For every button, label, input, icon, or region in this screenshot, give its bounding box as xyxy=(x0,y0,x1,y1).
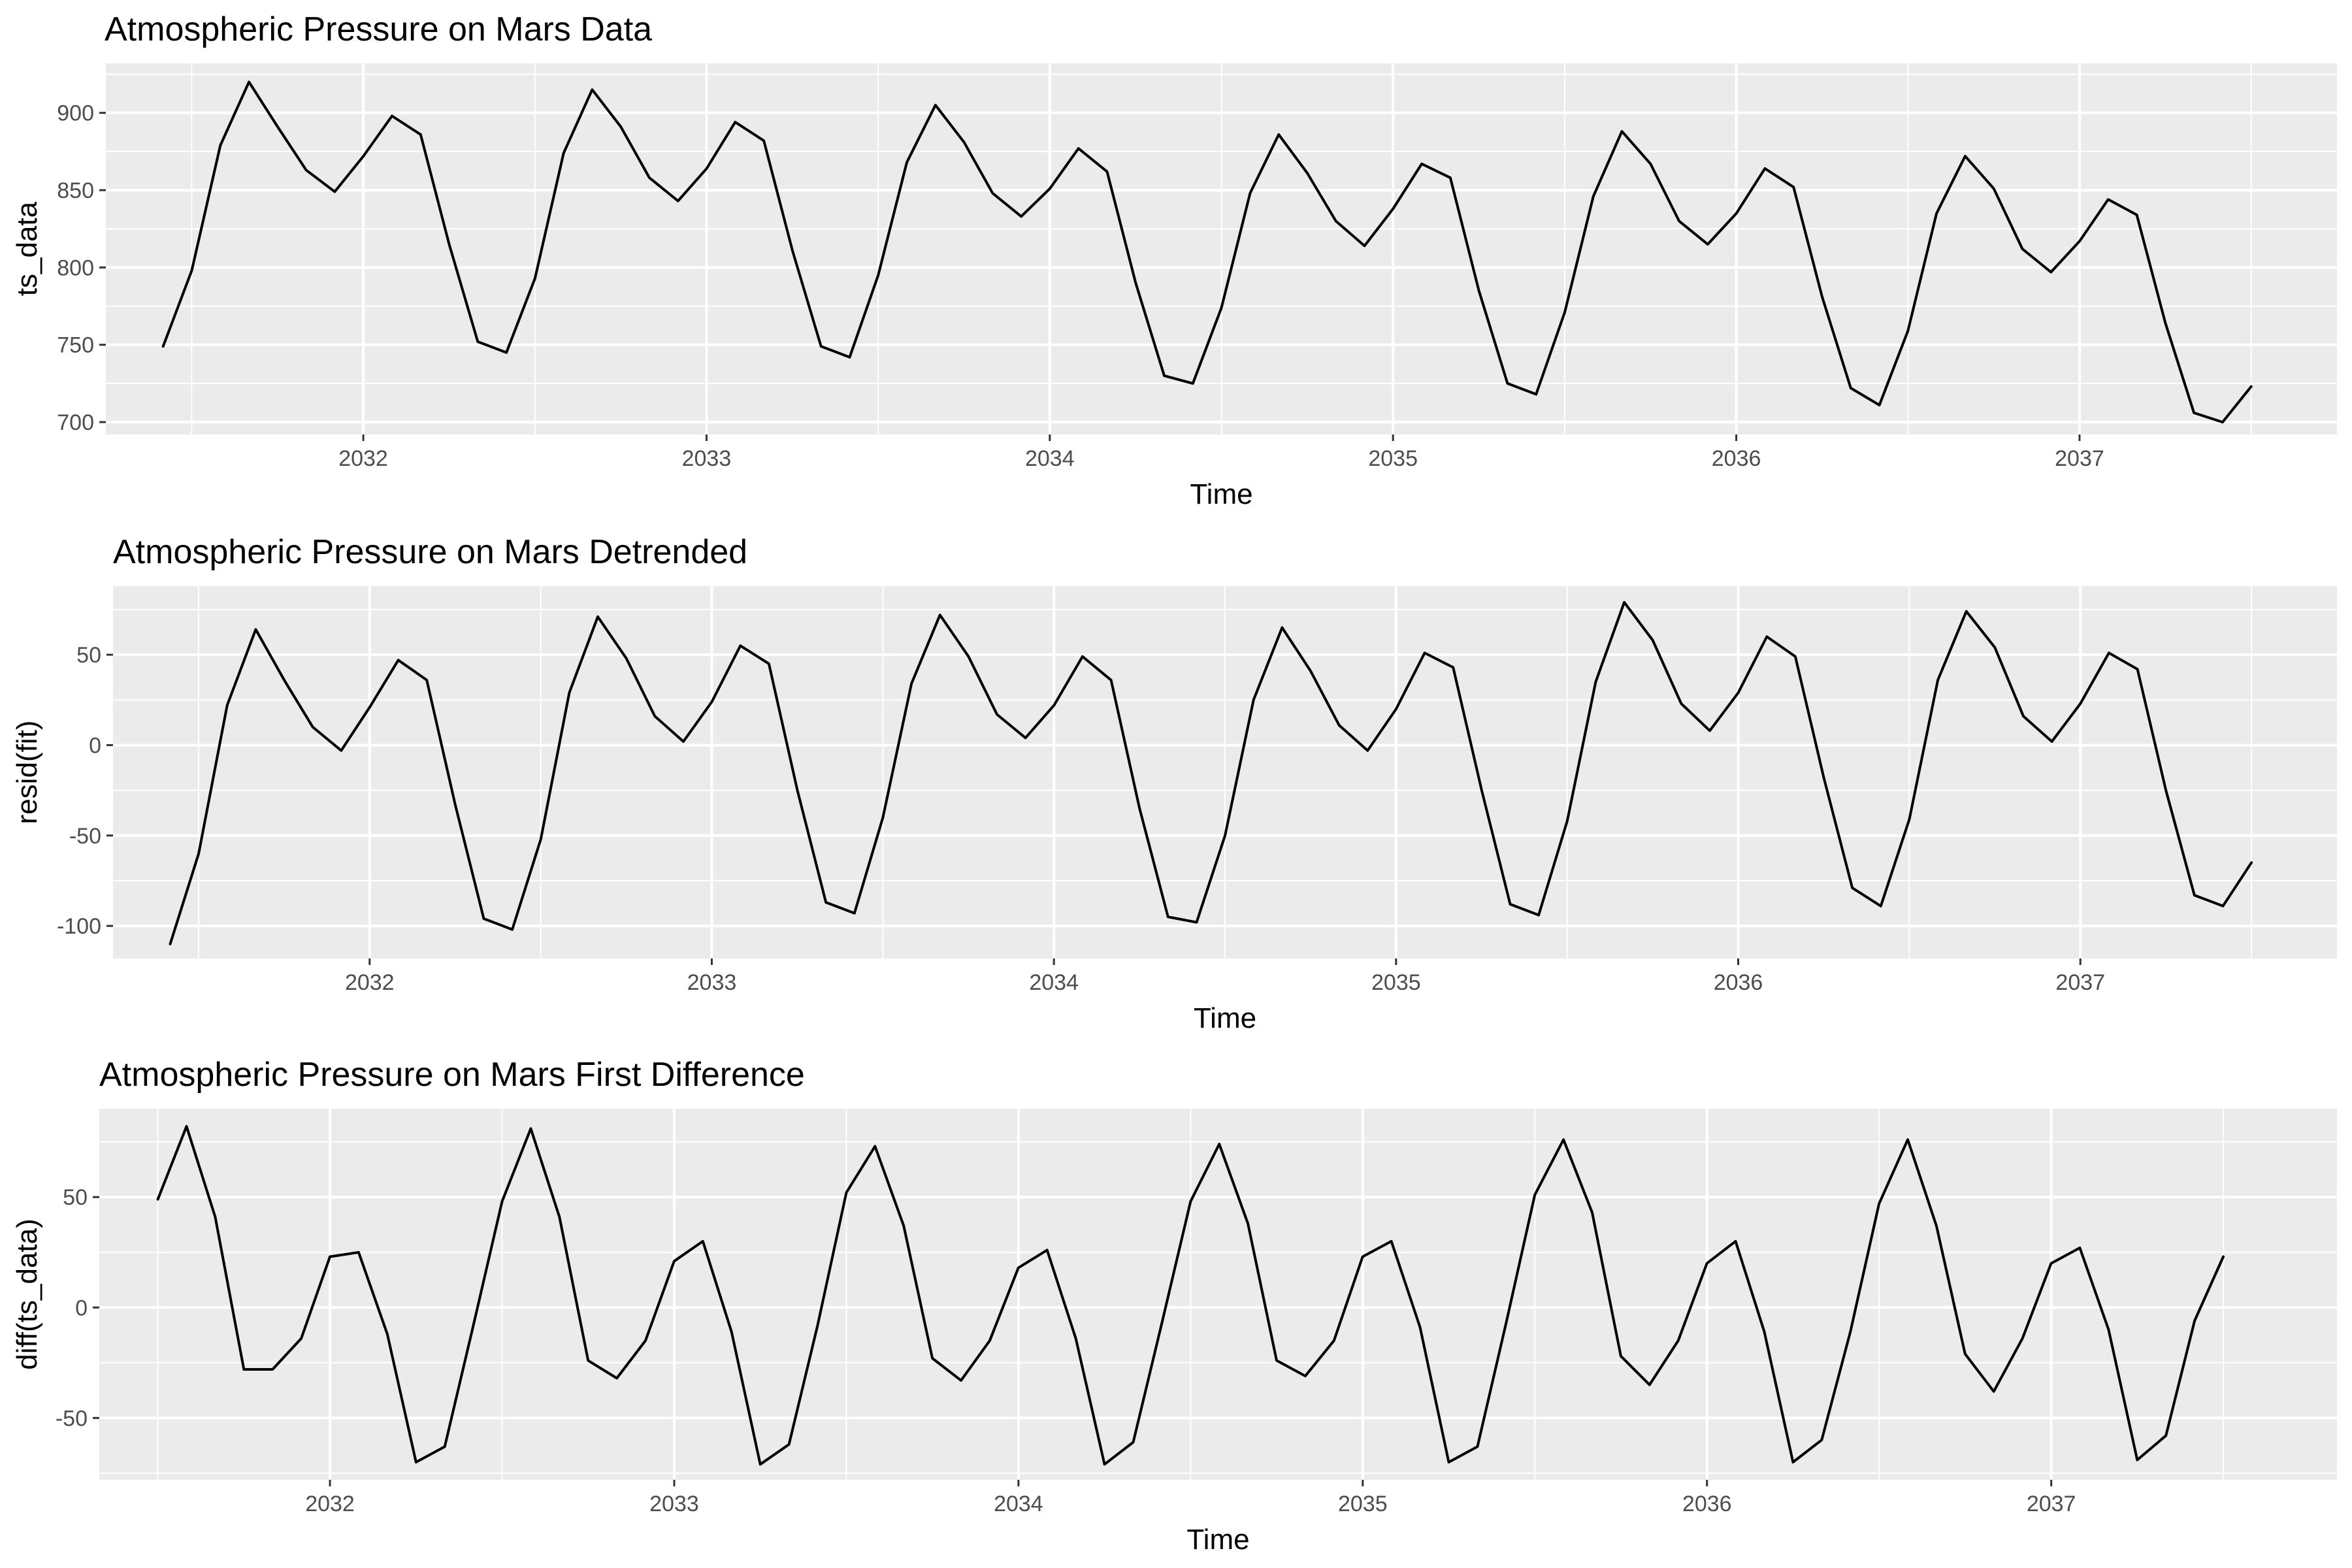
grid-lines xyxy=(99,1109,2337,1480)
x-tick-label: 2036 xyxy=(1682,1492,1732,1516)
y-tick-label: 750 xyxy=(57,333,94,358)
series-line xyxy=(156,1125,2225,1466)
x-tick-label: 2035 xyxy=(1338,1492,1388,1516)
y-axis-label: resid(fit) xyxy=(11,721,43,825)
chart-title: Atmospheric Pressure on Mars First Diffe… xyxy=(99,1056,805,1094)
y-tick-label: -100 xyxy=(57,914,101,939)
axes: 2032 2033 2034 2035 2036 2037 -50 0 50 xyxy=(56,1185,2076,1516)
y-tick-label: 800 xyxy=(57,255,94,280)
x-tick-label: 2032 xyxy=(345,970,395,995)
x-tick-label: 2037 xyxy=(2055,970,2105,995)
x-tick-label: 2032 xyxy=(338,446,388,471)
x-tick-label: 2034 xyxy=(1029,970,1079,995)
y-axis-label: diff(ts_data) xyxy=(11,1218,43,1370)
axes: 2032 2033 2034 2035 2036 2037 700 750 800 850 900 xyxy=(57,101,2104,471)
y-tick-label: 850 xyxy=(57,178,94,203)
y-tick-label: -50 xyxy=(69,824,101,849)
y-tick-label: -50 xyxy=(56,1406,88,1431)
x-tick-label: 2032 xyxy=(305,1492,355,1516)
x-tick-label: 2037 xyxy=(2027,1492,2076,1516)
panel-first-difference: 2032 2033 2034 2035 2036 2037 -50 0 50 Atmospheri… xyxy=(11,1056,2337,1556)
x-tick-label: 2034 xyxy=(1025,446,1075,471)
x-tick-label: 2035 xyxy=(1371,970,1421,995)
y-axis-label: ts_data xyxy=(11,201,43,296)
x-tick-label: 2033 xyxy=(687,970,737,995)
x-axis-label: Time xyxy=(1194,1002,1256,1034)
panel-data: 2032 2033 2034 2035 2036 2037 700 750 800 850 900 A… xyxy=(11,10,2337,510)
grid-lines xyxy=(106,63,2337,434)
x-tick-label: 2036 xyxy=(1714,970,1763,995)
y-tick-label: 50 xyxy=(63,1185,88,1210)
x-tick-label: 2033 xyxy=(649,1492,699,1516)
axes: 2032 2033 2034 2035 2036 2037 -100 -50 0 50 xyxy=(57,643,2105,995)
panel-detrended: 2032 2033 2034 2035 2036 2037 -100 -50 0 50 Atmosp… xyxy=(11,533,2337,1034)
y-tick-label: 700 xyxy=(57,410,94,435)
y-tick-label: 0 xyxy=(75,1296,88,1320)
y-tick-label: 900 xyxy=(57,101,94,126)
x-tick-label: 2033 xyxy=(682,446,732,471)
x-tick-label: 2035 xyxy=(1368,446,1418,471)
x-axis-label: Time xyxy=(1190,478,1252,510)
x-tick-label: 2036 xyxy=(1712,446,1761,471)
chart-title: Atmospheric Pressure on Mars Detrended xyxy=(113,533,747,571)
plot-background xyxy=(99,1109,2337,1480)
y-tick-label: 0 xyxy=(89,733,101,758)
x-tick-label: 2034 xyxy=(994,1492,1043,1516)
grid-lines xyxy=(113,586,2337,958)
series-line xyxy=(161,80,2253,424)
chart-title: Atmospheric Pressure on Mars Data xyxy=(105,10,652,48)
series-line xyxy=(169,600,2253,945)
y-tick-label: 50 xyxy=(76,643,101,668)
x-axis-label: Time xyxy=(1186,1524,1249,1556)
x-tick-label: 2037 xyxy=(2055,446,2104,471)
